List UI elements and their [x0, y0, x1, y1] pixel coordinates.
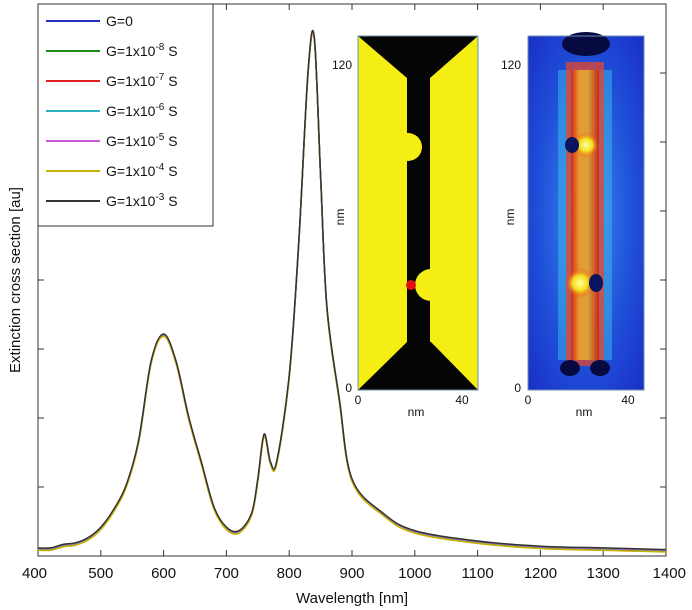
inset-geometry-gap-dot: [406, 280, 416, 290]
legend-label: G=1x10-5 S: [106, 132, 178, 149]
x-tick-label: 800: [277, 565, 302, 582]
legend-label: G=1x10-6 S: [106, 102, 178, 119]
inset-geometry-bump-mask: [394, 130, 407, 164]
inset-field-xlabel: nm: [576, 405, 593, 419]
x-tick-label: 1000: [398, 565, 431, 582]
inset-field-xtick-right: 40: [621, 393, 635, 407]
inset-field-map: 120 0 0 40 nm nm: [501, 32, 645, 419]
inset-field-xtick-left: 0: [525, 393, 532, 407]
inset-geometry-ytick-top: 120: [332, 58, 352, 72]
inset-field-bottom-dark-left: [560, 360, 580, 376]
legend: G=0 G=1x10-8 S G=1x10-7 S G=1x10-6 S G=1x10-…: [37, 3, 214, 227]
x-tick-label: 1100: [461, 565, 493, 582]
legend-label: G=1x10-4 S: [106, 162, 178, 179]
inset-field-frame: [527, 35, 645, 391]
x-tick-label: 1300: [587, 565, 620, 582]
legend-label: G=1x10-8 S: [106, 42, 178, 59]
inset-geometry-frame: [357, 35, 479, 391]
inset-field-ytick-bottom: 0: [514, 381, 521, 395]
inset-geometry-ytick-bottom: 0: [345, 381, 352, 395]
inset-field-upper-hotspot: [573, 132, 599, 158]
series-line: [37, 29, 667, 551]
inset-geometry-top-electrode: [358, 36, 478, 390]
inset-geometry-bottom-electrode: [358, 342, 478, 390]
inset-geometry-xtick-right: 40: [455, 393, 469, 407]
inset-field-lower-hotspot: [565, 268, 595, 298]
x-tick-label: 1200: [524, 565, 557, 582]
legend-label: G=1x10-7 S: [106, 72, 178, 89]
x-tick-label: 1400: [653, 565, 686, 582]
legend-label: G=0: [106, 13, 133, 29]
x-axis-label: Wavelength [nm]: [296, 590, 408, 607]
inset-field-bar: [571, 70, 599, 360]
inset-geometry-ylabel: nm: [333, 209, 347, 226]
inset-field-upper-notch: [565, 137, 579, 153]
x-tick-label: 600: [151, 565, 176, 582]
inset-geometry: 120 0 0 40 nm nm: [332, 35, 479, 419]
inset-field-lower-notch: [589, 274, 603, 292]
x-tick-label: 700: [214, 565, 239, 582]
series-lines: [37, 29, 667, 553]
inset-field-bottom-dark-right: [590, 360, 610, 376]
legend-label: G=1x10-3 S: [106, 192, 178, 209]
inset-field-top-dark: [562, 32, 610, 56]
inset-field-ytick-top: 120: [501, 58, 521, 72]
inset-geometry-xtick-left: 0: [355, 393, 362, 407]
inset-geometry-xlabel: nm: [408, 405, 425, 419]
y-axis-label: Extinction cross section [au]: [7, 187, 24, 373]
x-ticks: 400 500 600 700 800 900 1000 1100 1200 1300 1400: [22, 4, 686, 582]
legend-box: [37, 3, 214, 227]
inset-geometry-lower-bump: [415, 269, 447, 301]
x-tick-label: 400: [22, 565, 47, 582]
inset-field-ylabel: nm: [503, 209, 517, 226]
x-tick-label: 900: [339, 565, 364, 582]
x-tick-label: 500: [88, 565, 113, 582]
